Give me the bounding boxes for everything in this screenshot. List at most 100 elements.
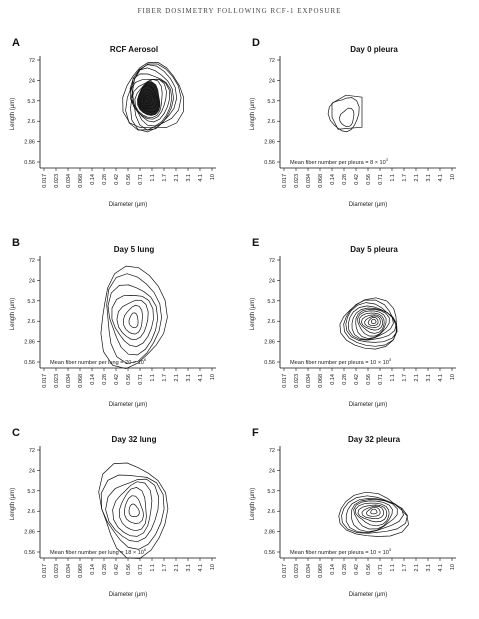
chart-panel-e: E Day 5 pleura 0.56 2.86 2.6 5.3 24 72 0.017 0.02… xyxy=(240,228,476,416)
contour-group xyxy=(122,62,185,133)
contour-line xyxy=(327,97,360,133)
x-tick-label: 0.71 xyxy=(378,174,384,185)
x-tick-label: 0.71 xyxy=(138,564,144,575)
y-tick-label: 24 xyxy=(269,78,275,84)
x-tick-label: 0.017 xyxy=(42,374,48,388)
x-tick-label: 10 xyxy=(210,374,216,380)
contour-line xyxy=(339,107,355,128)
x-tick-label: 0.017 xyxy=(42,174,48,188)
x-tick-label: 3.1 xyxy=(186,374,192,382)
x-tick-label: 0.023 xyxy=(54,374,60,388)
x-tick-label: 4.1 xyxy=(198,374,204,382)
y-tick-label: 2.86 xyxy=(264,140,275,146)
x-tick-label: 0.034 xyxy=(306,374,312,388)
panel-letter: F xyxy=(252,427,259,439)
x-tick-label: 0.034 xyxy=(66,174,72,188)
x-tick-label: 0.14 xyxy=(90,564,96,575)
x-tick-label: 0.56 xyxy=(126,174,132,185)
y-tick-label: 24 xyxy=(269,468,275,474)
y-tick-label: 5.3 xyxy=(267,299,275,305)
x-tick-label: 2.1 xyxy=(414,374,420,382)
chart-title: Day 5 pleura xyxy=(350,245,398,254)
contour-line xyxy=(345,497,404,533)
y-tick-label: 5.3 xyxy=(267,489,275,495)
y-tick-label: 24 xyxy=(29,278,35,284)
x-axis-label: Diameter (µm) xyxy=(109,202,147,208)
x-tick-label: 3.1 xyxy=(426,564,432,572)
y-axis-label: Length (µm) xyxy=(250,298,256,330)
y-axis-label: Length (µm) xyxy=(10,488,16,520)
x-tick-label: 0.017 xyxy=(42,564,48,578)
x-tick-label: 1.1 xyxy=(390,564,396,572)
x-tick-label: 0.068 xyxy=(318,564,324,578)
panel-letter: D xyxy=(252,37,260,49)
x-tick-label: 0.068 xyxy=(78,564,84,578)
y-tick-label: 0.56 xyxy=(264,160,275,166)
chart-svg: E Day 5 pleura 0.56 2.86 2.6 5.3 24 72 0.017 0.02… xyxy=(250,237,456,408)
x-tick-label: 1.1 xyxy=(390,174,396,182)
x-tick-label: 0.034 xyxy=(306,564,312,578)
contour-line xyxy=(128,503,140,517)
x-tick-label: 10 xyxy=(450,174,456,180)
x-tick-label: 0.068 xyxy=(318,174,324,188)
x-tick-label: 1.1 xyxy=(150,374,156,382)
contour-line xyxy=(347,305,397,341)
x-tick-label: 0.56 xyxy=(366,564,372,575)
x-tick-label: 0.14 xyxy=(90,174,96,185)
y-tick-label: 0.56 xyxy=(24,550,35,556)
contour-line xyxy=(116,299,149,341)
y-axis-label: Length (µm) xyxy=(250,98,256,130)
x-tick-label: 0.28 xyxy=(102,174,108,185)
contour-line xyxy=(144,97,149,104)
x-tick-label: 0.023 xyxy=(54,174,60,188)
y-tick-label: 0.56 xyxy=(264,550,275,556)
contour-line xyxy=(361,314,383,331)
chart-title: RCF Aerosol xyxy=(110,45,158,54)
contour-line xyxy=(131,78,167,120)
x-tick-label: 0.28 xyxy=(342,374,348,385)
x-tick-label: 0.71 xyxy=(378,374,384,385)
x-tick-label: 2.1 xyxy=(414,174,420,182)
y-tick-label: 72 xyxy=(269,58,275,64)
chart-title: Day 32 lung xyxy=(112,435,157,444)
x-tick-label: 2.1 xyxy=(174,564,180,572)
mean-fiber-note-text: Mean fiber number per lung = 18 × 10 xyxy=(50,550,144,556)
chart-panel-b: B Day 5 lung 0.56 2.86 2.6 5.3 24 72 0.017 0.023 0… xyxy=(0,228,236,416)
x-tick-label: 10 xyxy=(210,174,216,180)
chart-svg: F Day 32 pleura 0.56 2.86 2.6 5.3 24 72 0.017 0.0… xyxy=(250,427,456,598)
contour-line xyxy=(124,495,144,524)
contour-line xyxy=(134,78,163,119)
x-tick-label: 0.023 xyxy=(294,374,300,388)
mean-fiber-note: Mean fiber number per pleura = 8 × 103 xyxy=(290,157,389,166)
x-tick-label: 4.1 xyxy=(438,174,444,182)
contour-line xyxy=(351,307,394,340)
y-axis-label: Length (µm) xyxy=(10,298,16,330)
x-tick-label: 0.14 xyxy=(90,374,96,385)
y-tick-label: 2.6 xyxy=(267,119,275,125)
x-tick-label: 0.42 xyxy=(354,374,360,385)
x-tick-label: 4.1 xyxy=(198,564,204,572)
contour-line xyxy=(343,299,398,347)
x-tick-label: 3.1 xyxy=(426,374,432,382)
contour-line xyxy=(355,502,390,527)
x-tick-label: 0.71 xyxy=(378,564,384,575)
x-tick-label: 4.1 xyxy=(198,174,204,182)
mean-fiber-note-text: Mean fiber number per pleura = 10 × 10 xyxy=(290,360,389,366)
contour-line xyxy=(122,304,143,335)
contour-line xyxy=(112,481,153,537)
y-tick-label: 2.6 xyxy=(267,509,275,515)
x-axis-label: Diameter (µm) xyxy=(109,402,147,408)
contour-group xyxy=(327,94,363,133)
chart-title: Day 32 pleura xyxy=(348,435,401,444)
x-tick-label: 1.1 xyxy=(150,174,156,182)
y-tick-label: 72 xyxy=(29,448,35,454)
x-tick-label: 0.034 xyxy=(66,374,72,388)
y-tick-label: 72 xyxy=(29,258,35,264)
contour-line xyxy=(351,499,398,533)
y-tick-label: 72 xyxy=(269,448,275,454)
contour-line xyxy=(353,500,393,530)
mean-fiber-note-text: Mean fiber number per pleura = 10 × 10 xyxy=(290,550,389,556)
chart-svg: C Day 32 lung 0.56 2.86 2.6 5.3 24 72 0.017 0.023… xyxy=(10,427,216,598)
mean-fiber-note-exponent: 3 xyxy=(389,357,392,362)
contour-line xyxy=(338,491,409,537)
